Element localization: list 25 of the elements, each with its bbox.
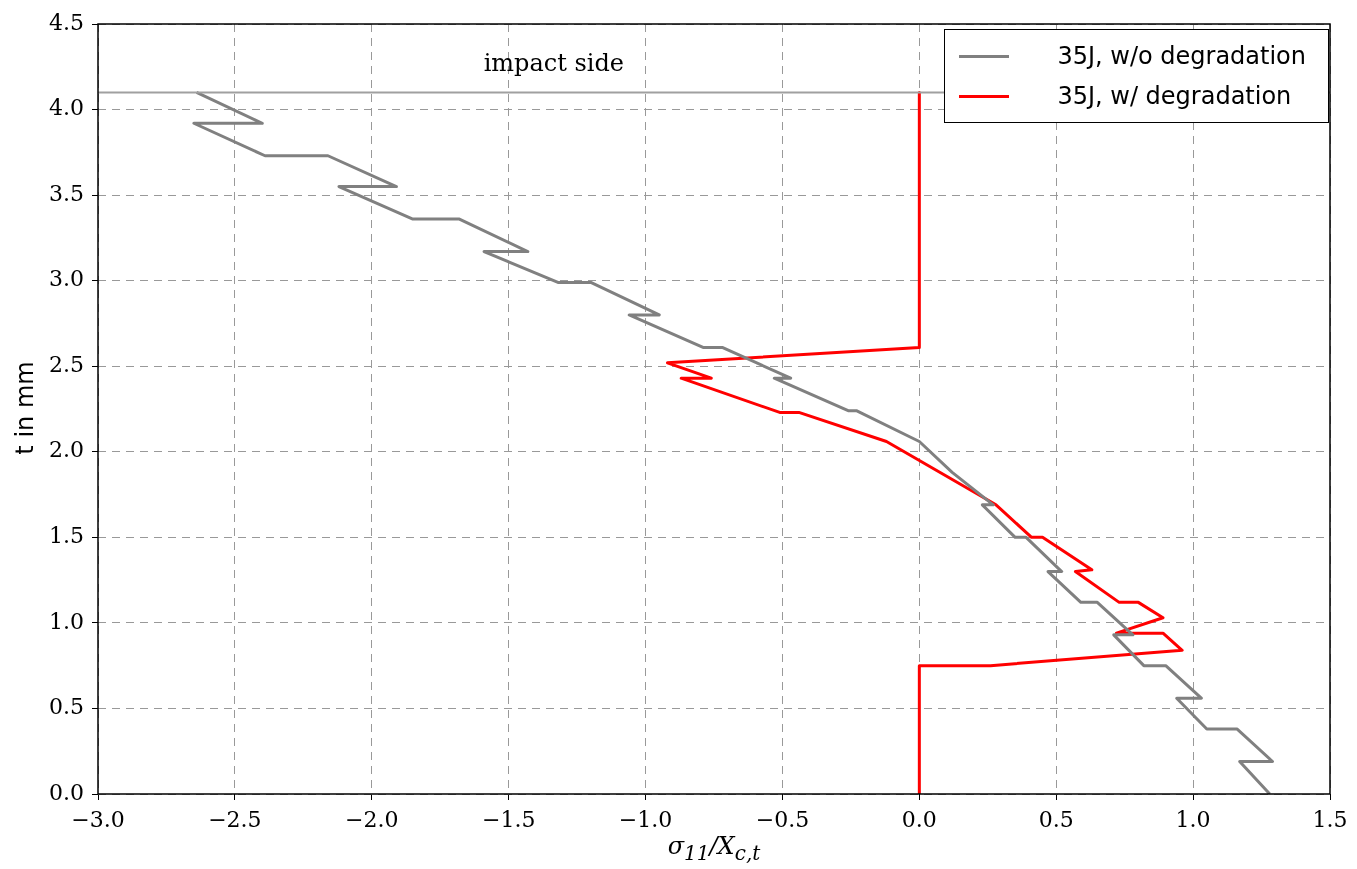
y-tick-label: 3.0	[49, 266, 84, 292]
y-tick-label: 4.0	[49, 95, 84, 121]
x-tick-label: 0.5	[1038, 806, 1074, 832]
y-tick-label: 1.0	[49, 608, 84, 634]
x-tick-label: 1.5	[1312, 806, 1348, 832]
legend-label: 35J, w/o degradation	[1057, 42, 1306, 70]
y-tick-label: 2.5	[49, 351, 84, 377]
y-tick-label: 0.0	[49, 779, 84, 805]
y-tick-label: 2.0	[49, 437, 84, 463]
x-tick-label: −3.0	[71, 806, 125, 832]
x-tick-label: −1.5	[481, 806, 536, 832]
y-tick-label: 3.5	[49, 180, 84, 206]
y-tick-label: 0.5	[49, 694, 84, 720]
x-tick-label: −0.5	[755, 806, 810, 832]
y-tick-label: 4.5	[49, 9, 84, 35]
x-tick-label: −2.5	[208, 806, 262, 832]
x-tick-label: 0.0	[901, 806, 937, 832]
x-tick-label: 1.0	[1175, 806, 1211, 832]
ref-line-label: impact side	[483, 48, 625, 77]
x-axis-title: σ$_{11}$/X$_{c,t}$	[666, 832, 762, 865]
legend-label: 35J, w/ degradation	[1057, 82, 1292, 110]
x-tick-label: −2.0	[345, 806, 399, 832]
y-tick-label: 1.5	[49, 523, 84, 549]
x-tick-label: −1.0	[618, 806, 673, 832]
y-axis-title: t in mm	[11, 360, 39, 457]
